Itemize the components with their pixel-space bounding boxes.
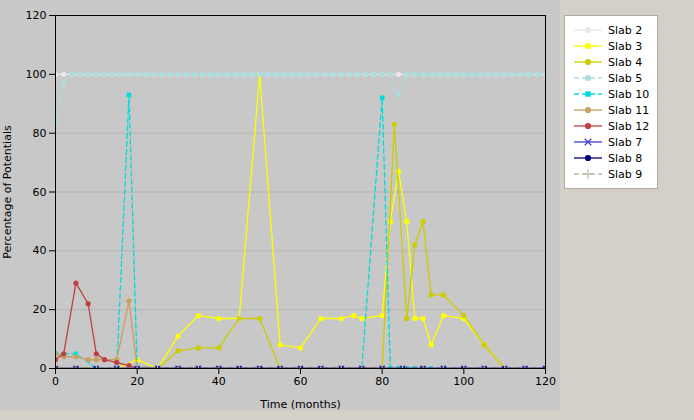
svg-text:0: 0	[52, 375, 59, 388]
html-text:Slab 3: Slab 3	[608, 39, 643, 53]
html-text:Slab 5: Slab 5	[608, 71, 643, 85]
svg-text:80: 80	[33, 127, 47, 140]
html-text:Slab 9: Slab 9	[608, 167, 643, 181]
svg-text:40: 40	[33, 244, 47, 257]
html-text:Slab 4: Slab 4	[608, 55, 643, 69]
svg-text:100: 100	[26, 68, 47, 81]
svg-text:Time (months): Time (months)	[259, 398, 340, 411]
svg-text:0: 0	[40, 362, 47, 375]
svg-text:60: 60	[294, 375, 308, 388]
html-text:Slab 11: Slab 11	[608, 103, 650, 117]
html-text:Slab 7: Slab 7	[608, 135, 643, 149]
svg-text:120: 120	[26, 9, 47, 22]
svg-text:60: 60	[33, 186, 47, 199]
svg-text:120: 120	[535, 375, 556, 388]
html-text:Slab 2: Slab 2	[608, 23, 643, 37]
svg-text:100: 100	[453, 375, 474, 388]
svg-text:20: 20	[33, 303, 47, 316]
html-text:Slab 10: Slab 10	[608, 87, 650, 101]
svg-text:20: 20	[130, 375, 144, 388]
svg-text:Percentage of Potentials: Percentage of Potentials	[1, 125, 14, 259]
svg-text:80: 80	[375, 375, 389, 388]
svg-text:40: 40	[212, 375, 226, 388]
html-text:Slab 8: Slab 8	[608, 151, 643, 165]
html-text:Slab 12: Slab 12	[608, 119, 650, 133]
